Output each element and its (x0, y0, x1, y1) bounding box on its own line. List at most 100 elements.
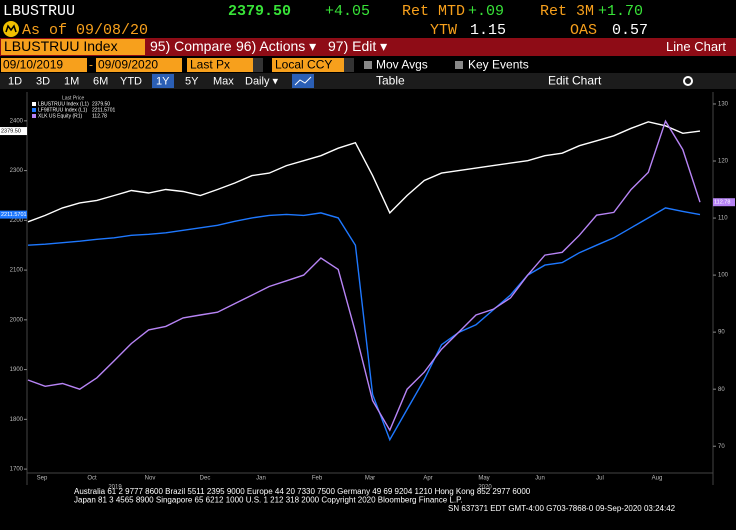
price: 2379.50 (228, 3, 291, 20)
footer: Australia 61 2 9777 8600 Brazil 5511 239… (74, 487, 676, 513)
y2-tick-label: 90 (718, 330, 725, 336)
x-tick-label: Nov (145, 476, 156, 482)
view-name: Line Chart (666, 39, 726, 54)
end-date: 09/09/2020 (98, 58, 158, 72)
x-tick-label: Aug (652, 476, 663, 482)
footer-line: Japan 81 3 4565 8900 Singapore 65 6212 1… (74, 496, 463, 505)
date-separator: - (89, 58, 93, 72)
period-button[interactable]: 1D (8, 75, 22, 87)
period-button[interactable]: YTD (120, 75, 142, 87)
legend-value: 2379.50 (92, 101, 110, 107)
periods: 1D 3D 1M 6M YTD 1Y 5Y Max Daily ▾ (8, 74, 279, 88)
x-tick-label: Apr (423, 476, 432, 482)
as-of: As of 09/08/20 (22, 22, 148, 39)
period-button[interactable]: 1M (64, 75, 79, 87)
x-tick-label: Mar (365, 476, 375, 482)
x-tick-label: Jun (535, 476, 545, 482)
security-field[interactable] (1, 39, 145, 55)
table-button[interactable]: Table (376, 74, 405, 88)
legend-value: 2211.5701 (92, 107, 115, 113)
series-line (27, 121, 701, 223)
period-button[interactable]: Max (213, 75, 234, 87)
checkbox[interactable] (455, 61, 463, 69)
y2-tick-label: 120 (718, 159, 729, 165)
last-value-tag (0, 210, 27, 219)
y2-tick-label: 80 (718, 387, 725, 393)
toolbar-button[interactable]: 97) Edit ▾ (328, 38, 387, 54)
legend-label: LF98TRUU Index (L1) (38, 107, 88, 113)
dropdown[interactable] (253, 58, 263, 72)
icon-glyph (5, 24, 17, 33)
period-button[interactable]: 1Y (156, 75, 170, 87)
legend-swatch (32, 114, 36, 118)
period-button[interactable]: 5Y (185, 75, 199, 87)
toolbar-button[interactable]: 95) Compare (150, 38, 232, 54)
period-button[interactable]: 3D (36, 75, 50, 87)
start-date-field[interactable] (1, 58, 87, 72)
last-value-label: 2211.5701 (1, 212, 27, 218)
y-tick-label: 2300 (10, 168, 24, 174)
edit-chart-button[interactable]: Edit Chart (548, 74, 602, 88)
oas: 0.57 (612, 22, 648, 39)
period-button[interactable]: 6M (93, 75, 108, 87)
y2-tick-label: 130 (718, 102, 729, 108)
ret-mtd-label: Ret MTD (402, 3, 465, 20)
frequency[interactable]: Daily ▾ (245, 75, 279, 87)
x-tick-label: May (478, 476, 489, 482)
checkbox[interactable] (364, 61, 372, 69)
ticker: LBUSTRUU (3, 3, 75, 20)
y2-tick-label: 110 (718, 216, 728, 222)
chart-type-icon (294, 76, 312, 86)
legend-value: 112.78 (92, 113, 107, 119)
end-date-field[interactable] (96, 58, 182, 72)
settings-icon[interactable] (683, 76, 693, 86)
x-tick-label: Dec (200, 476, 211, 482)
last-value-label: 112.78 (714, 200, 730, 206)
legend-swatch (32, 102, 36, 106)
x-tick-label: Oct (87, 476, 97, 482)
y-tick-label: 2100 (10, 268, 24, 274)
toolbar-button[interactable]: 96) Actions ▾ (236, 38, 316, 54)
dropdown[interactable] (344, 58, 354, 72)
price-field[interactable] (187, 58, 263, 72)
y-tick-label: 2200 (10, 218, 24, 224)
y-tick-label: 2000 (10, 317, 24, 323)
key-events: Key Events (468, 58, 529, 72)
x-tick-label: Jan (256, 476, 266, 482)
last-value-label: 2379.50 (1, 129, 21, 135)
x-year-label: 2019 (108, 485, 122, 491)
x-tick-label: Jul (596, 476, 604, 482)
chart: 1700 1800 1900 2000 2100 2200 2300 2400 70 80 90 10… (0, 92, 735, 491)
ytw-label: YTW (430, 22, 457, 39)
legend-title: Last Price (62, 95, 84, 101)
toolbar-buttons: 95) Compare 96) Actions ▾ 97) Edit ▾ (150, 38, 387, 54)
last-value-tag (0, 127, 27, 136)
currency: Local CCY (275, 58, 332, 72)
y2-tick-label: 70 (718, 444, 725, 450)
last-value-tag (713, 198, 735, 207)
ret-3m: +1.70 (598, 3, 643, 20)
ytw: 1.15 (470, 22, 506, 39)
legend-label: LBUSTRUU Index (L1) (38, 101, 89, 107)
start-date: 09/10/2019 (3, 58, 63, 72)
series-line (27, 207, 701, 442)
legend-label: XLK US Equity (R1) (38, 113, 83, 119)
series-line (27, 119, 701, 432)
mov-avgs: Mov Avgs (376, 58, 428, 72)
ret-3m-label: Ret 3M (540, 3, 594, 20)
y-tick-label: 1700 (10, 467, 24, 473)
y-tick-label: 1900 (10, 367, 24, 373)
footer-line: SN 637371 EDT GMT-4:00 G703-7868-0 09-Se… (448, 504, 676, 513)
footer-line: Australia 61 2 9777 8600 Brazil 5511 239… (74, 487, 531, 496)
y2-tick-label: 100 (718, 273, 729, 279)
toolbar (0, 38, 736, 56)
x-tick-label: Sep (37, 476, 48, 482)
x-year-label: 2020 (478, 485, 492, 491)
y-tick-label: 2400 (10, 118, 24, 124)
period-bar (0, 73, 736, 89)
currency-field[interactable] (272, 58, 354, 72)
security: LBUSTRUU Index (4, 38, 118, 54)
x-tick-label: Feb (312, 476, 323, 482)
chart-type-button[interactable] (292, 74, 314, 88)
change: +4.05 (325, 3, 370, 20)
